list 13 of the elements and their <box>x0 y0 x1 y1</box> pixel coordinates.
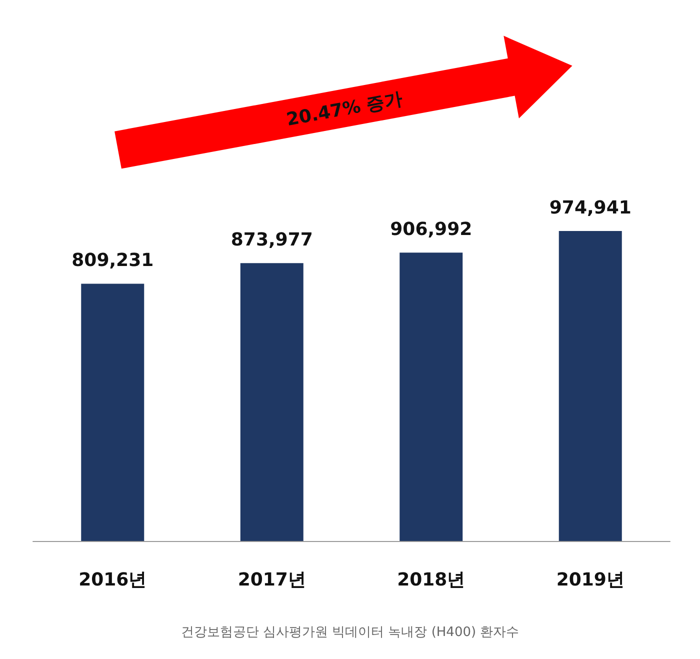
bar <box>240 263 304 541</box>
text: 건강보험공단 심사평가원 빅데이터 녹내장 (H400) 환자수 <box>180 625 520 640</box>
bar <box>558 231 622 541</box>
data-label: 974,941 <box>549 198 632 218</box>
x-tick-label: 2017년 <box>238 570 306 590</box>
data-label: 906,992 <box>390 219 472 240</box>
bar <box>400 252 463 541</box>
x-tick-label: 2016년 <box>78 570 147 590</box>
x-tick-label: 2019년 <box>556 570 624 590</box>
data-label: 809,231 <box>72 250 154 272</box>
data-label: 873,977 <box>230 230 313 251</box>
x-tick-label: 2018년 <box>397 570 466 590</box>
bar <box>81 284 144 541</box>
